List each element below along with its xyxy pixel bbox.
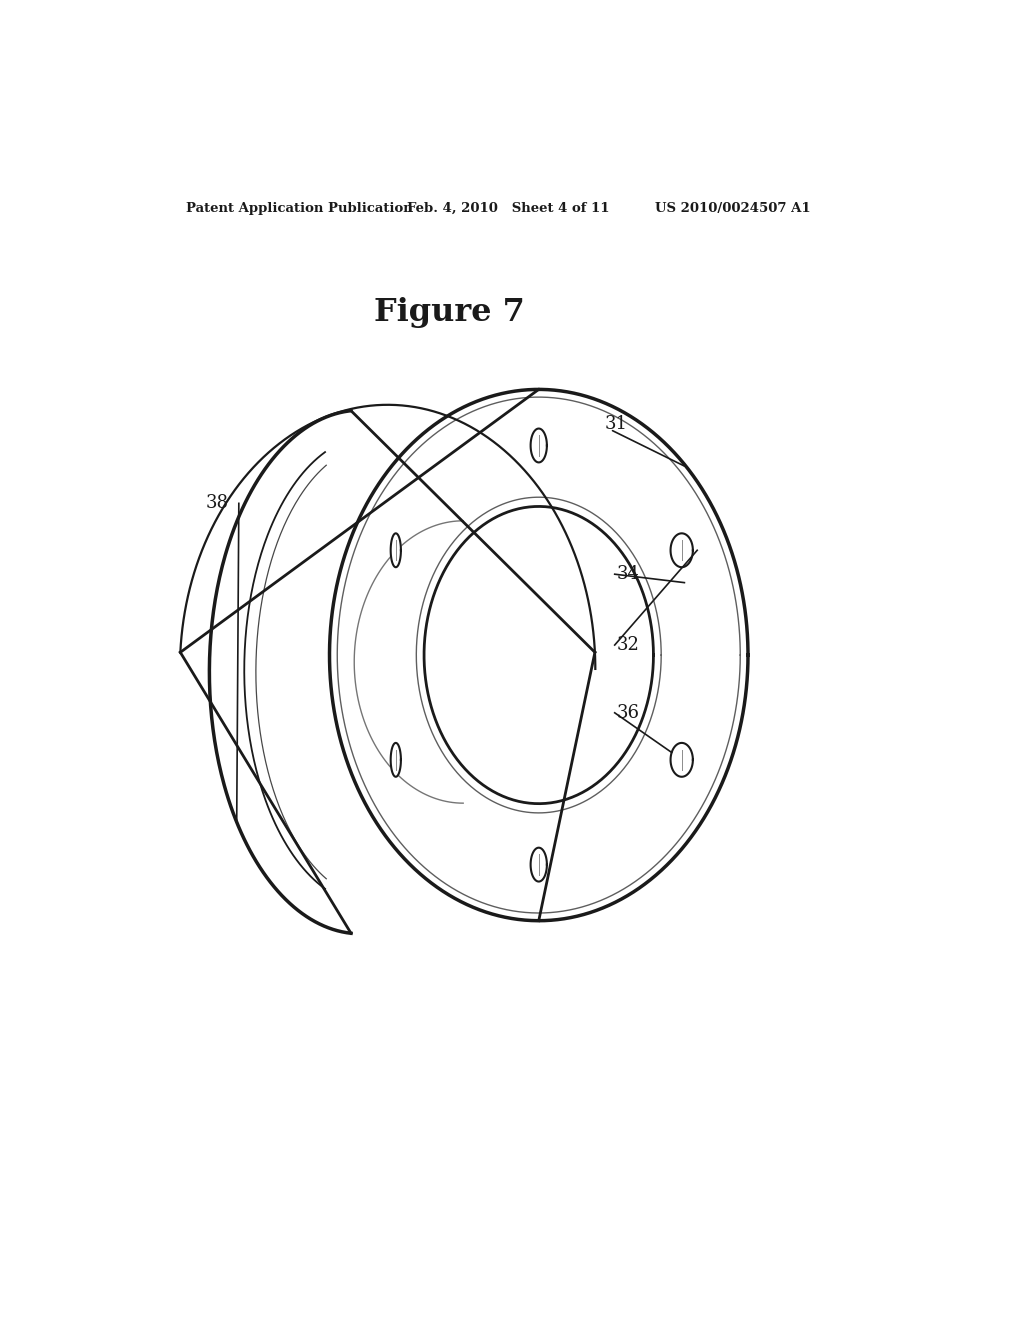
Text: 38: 38 [206, 495, 228, 512]
Polygon shape [391, 743, 401, 776]
Text: 36: 36 [616, 704, 639, 722]
Text: Feb. 4, 2010   Sheet 4 of 11: Feb. 4, 2010 Sheet 4 of 11 [407, 202, 609, 215]
Text: 34: 34 [616, 565, 639, 583]
Text: 31: 31 [604, 414, 628, 433]
Text: Figure 7: Figure 7 [374, 297, 525, 327]
Polygon shape [391, 533, 401, 568]
Text: 32: 32 [616, 636, 639, 653]
Polygon shape [530, 429, 547, 462]
Text: Patent Application Publication: Patent Application Publication [186, 202, 413, 215]
Text: US 2010/0024507 A1: US 2010/0024507 A1 [655, 202, 811, 215]
Polygon shape [530, 847, 547, 882]
Polygon shape [671, 743, 693, 776]
Polygon shape [671, 533, 693, 568]
